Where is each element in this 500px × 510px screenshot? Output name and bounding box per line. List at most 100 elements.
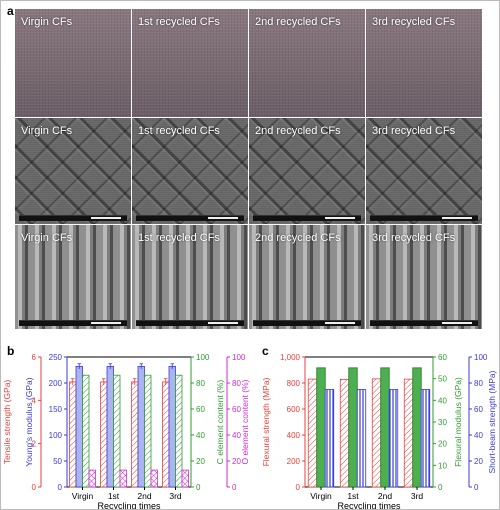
scale-bar [370, 320, 478, 326]
panel-a-letter: a [7, 4, 14, 18]
y-tick-label: 600 [287, 405, 301, 414]
y-tick-label: 80 [196, 379, 205, 388]
tile-label: 2nd recycled CFs [255, 232, 341, 244]
y-tick-label: 400 [287, 431, 301, 440]
micrograph-tile: 1st recycled CFs [132, 118, 248, 224]
bar [113, 374, 121, 488]
tile-label: 1st recycled CFs [138, 125, 220, 137]
bar [150, 469, 158, 488]
y-tick-label: 100 [196, 353, 210, 362]
y-axis-label: Young's modulus (GPa) [24, 377, 34, 466]
tile-label: 2nd recycled CFs [255, 125, 341, 137]
y-tick-label: 20 [232, 457, 241, 466]
bar [137, 365, 145, 488]
y-tick-label: 0 [296, 483, 301, 492]
bar [181, 469, 189, 488]
scale-bar [19, 320, 127, 326]
bar [420, 389, 431, 488]
x-tick-label: 1st [108, 491, 120, 501]
y-axis-label: Tensile strength (GPa) [2, 380, 12, 465]
y-tick-label: 150 [49, 405, 63, 414]
y-axis-label: Flexural modulus (GPa) [453, 377, 463, 467]
tile-label: 3rd recycled CFs [372, 125, 456, 137]
tile-label: 1st recycled CFs [138, 16, 220, 28]
tile-label: 3rd recycled CFs [372, 16, 456, 28]
micrograph-tile: 2nd recycled CFs [249, 225, 365, 329]
bar [168, 365, 176, 488]
y-tick-label: 100 [49, 431, 63, 440]
x-axis-label: Recycling times [97, 501, 161, 509]
micrograph-tile: 1st recycled CFs [132, 9, 248, 117]
y-tick-label: 100 [232, 353, 246, 362]
y-tick-label: 80 [474, 379, 483, 388]
bar [412, 367, 422, 488]
y-tick-label: 20 [474, 457, 483, 466]
y-tick-label: 0 [58, 483, 63, 492]
bar [316, 367, 326, 488]
tile-label: 1st recycled CFs [138, 232, 220, 244]
bar [348, 367, 358, 488]
x-tick-label: Virgin [310, 491, 332, 501]
scale-bar [136, 320, 244, 326]
y-tick-label: 0 [196, 483, 201, 492]
y-tick-label: 200 [49, 379, 63, 388]
bar [75, 365, 83, 488]
y-tick-label: 0 [438, 483, 443, 492]
y-tick-label: 20 [196, 457, 205, 466]
scale-bar [253, 215, 361, 221]
y-tick-label: 20 [438, 440, 447, 449]
bar [380, 367, 390, 488]
x-tick-label: 3rd [169, 491, 182, 501]
y-tick-label: 60 [196, 405, 205, 414]
y-axis-label: Flexural strength (MPa) [261, 377, 271, 466]
y-tick-label: 50 [438, 375, 447, 384]
bar [88, 469, 96, 488]
y-tick-label: 0 [232, 483, 237, 492]
y-axis-label: Short-beam strength (MPa) [487, 370, 497, 473]
scale-bar [370, 215, 478, 221]
y-tick-label: 2 [32, 440, 37, 449]
micrograph-tile: 3rd recycled CFs [366, 9, 482, 117]
tile-label: Virgin CFs [21, 16, 73, 28]
x-axis-label: Recycling times [337, 501, 401, 509]
y-tick-label: 40 [196, 431, 205, 440]
x-tick-label: 2nd [378, 491, 392, 501]
y-tick-label: 50 [53, 457, 62, 466]
y-axis-label: C element content (%) [215, 380, 225, 465]
micrograph-tile: 3rd recycled CFs [366, 225, 482, 329]
tile-label: 3rd recycled CFs [372, 232, 456, 244]
y-tick-label: 40 [232, 431, 241, 440]
bar [371, 378, 382, 488]
scale-bar [19, 215, 127, 221]
tile-label: Virgin CFs [21, 125, 73, 137]
bar [403, 378, 414, 488]
panel-b-letter: b [7, 344, 15, 358]
y-tick-label: 800 [287, 379, 301, 388]
micrograph-tile: Virgin CFs [15, 225, 131, 329]
x-tick-label: 3rd [411, 491, 424, 501]
tile-label: 2nd recycled CFs [255, 16, 341, 28]
y-tick-label: 60 [474, 405, 483, 414]
micrograph-tile: 2nd recycled CFs [249, 9, 365, 117]
bar [175, 374, 183, 488]
micrograph-tile: Virgin CFs [15, 9, 131, 117]
bar [324, 389, 335, 488]
micrograph-tile: 1st recycled CFs [132, 225, 248, 329]
y-tick-label: 0 [474, 483, 479, 492]
micrograph-tile: Virgin CFs [15, 118, 131, 224]
bar [356, 389, 367, 488]
y-tick-label: 60 [232, 405, 241, 414]
y-axis-label: O element content (%) [240, 379, 250, 464]
bar [162, 381, 170, 488]
y-tick-label: 100 [474, 353, 488, 362]
bar [82, 374, 90, 488]
micrograph-tile: 2nd recycled CFs [249, 118, 365, 224]
scale-bar [253, 320, 361, 326]
y-tick-label: 10 [438, 461, 447, 470]
bar [131, 381, 139, 488]
y-tick-label: 200 [287, 457, 301, 466]
x-tick-label: 2nd [137, 491, 151, 501]
